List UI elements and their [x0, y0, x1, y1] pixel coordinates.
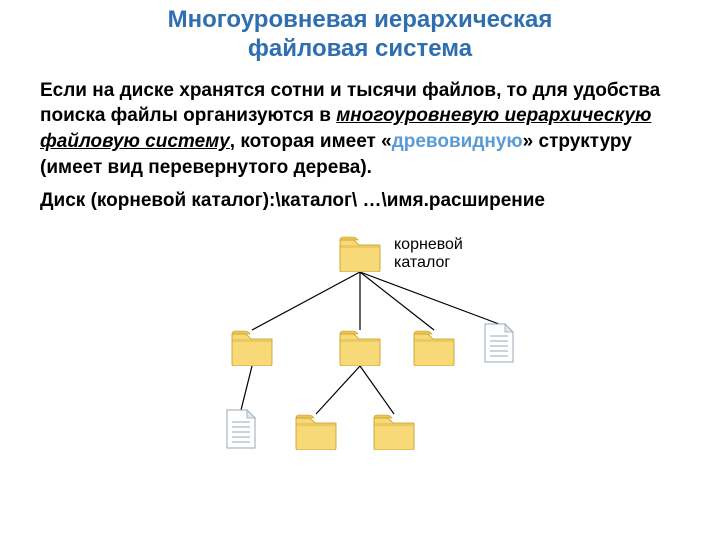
folder-icon: [370, 410, 418, 450]
folder-icon: [410, 326, 458, 366]
para-accent: древовидную: [392, 131, 523, 152]
folder-icon: [228, 326, 276, 366]
folder-icon: [292, 410, 340, 450]
title-line2: файловая система: [248, 35, 472, 62]
para-mid1: , которая имеет «: [230, 131, 392, 152]
title-line1: Многоуровневая иерархическая: [168, 6, 553, 33]
body-paragraph: Если на диске хранятся сотни и тысячи фа…: [40, 78, 680, 181]
file-icon: [482, 322, 516, 364]
tree-diagram: корневойкаталог: [180, 232, 540, 462]
file-icon: [224, 408, 258, 450]
slide: Многоуровневая иерархическая файловая си…: [0, 0, 720, 540]
folder-icon: [336, 232, 384, 272]
path-format-line: Диск (корневой каталог):\каталог\ …\имя.…: [40, 190, 680, 212]
page-title: Многоуровневая иерархическая файловая си…: [40, 6, 680, 64]
root-folder-label: корневойкаталог: [394, 236, 463, 271]
folder-icon: [336, 326, 384, 366]
